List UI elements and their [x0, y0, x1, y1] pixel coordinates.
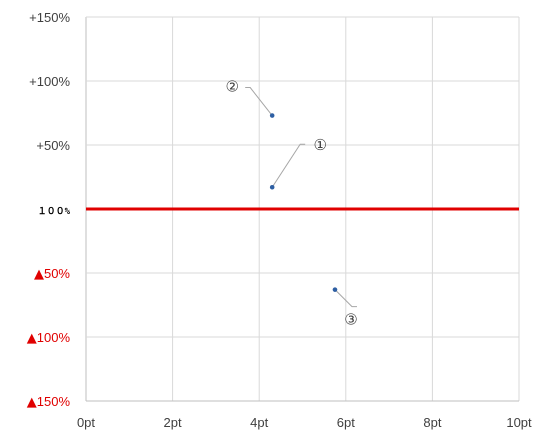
callout-leaders [245, 87, 357, 308]
y-axis-tick-labels: +150%+100%+50%１００%▲50%▲100%▲150% [27, 10, 71, 410]
reference-tick-label: １００% [38, 206, 71, 217]
y-tick-value: 100% [37, 330, 71, 345]
point-callout-label: ② [225, 78, 238, 96]
callout-labels: ① ② ③ [225, 78, 357, 329]
callout-leader-line [271, 143, 306, 188]
point-callout-label: ① [313, 136, 326, 154]
y-tick-label: ▲50% [34, 266, 70, 282]
y-tick-label: +100% [29, 74, 70, 89]
y-tick-value: 50% [44, 266, 70, 281]
data-point [332, 287, 338, 292]
negative-marker-icon: ▲ [34, 267, 44, 282]
y-tick-value: １００% [38, 206, 71, 217]
negative-marker-icon: ▲ [27, 331, 37, 346]
data-point [269, 113, 275, 118]
x-axis-tick-labels: 0pt 2pt 4pt 6pt 8pt 10pt [77, 415, 532, 430]
x-tick-label: 10pt [506, 415, 532, 430]
data-point [269, 184, 275, 190]
y-tick-value: 150% [37, 394, 71, 409]
y-tick-label: ▲100% [27, 330, 71, 346]
x-tick-label: 0pt [77, 415, 95, 430]
y-tick-value: +100% [29, 74, 70, 89]
y-tick-label: ▲150% [27, 394, 71, 410]
callout-leader-line [334, 289, 357, 308]
negative-marker-icon: ▲ [27, 395, 37, 410]
point-callout-label: ③ [344, 311, 357, 329]
x-tick-label: 4pt [250, 415, 268, 430]
data-points [269, 113, 338, 292]
y-tick-value: +150% [29, 10, 70, 25]
callout-leader-line [245, 87, 273, 116]
y-tick-label: +50% [36, 138, 70, 153]
x-tick-label: 6pt [337, 415, 355, 430]
x-tick-label: 2pt [164, 415, 182, 430]
x-tick-label: 8pt [423, 415, 441, 430]
y-tick-value: +50% [36, 138, 70, 153]
y-tick-label: +150% [29, 10, 70, 25]
